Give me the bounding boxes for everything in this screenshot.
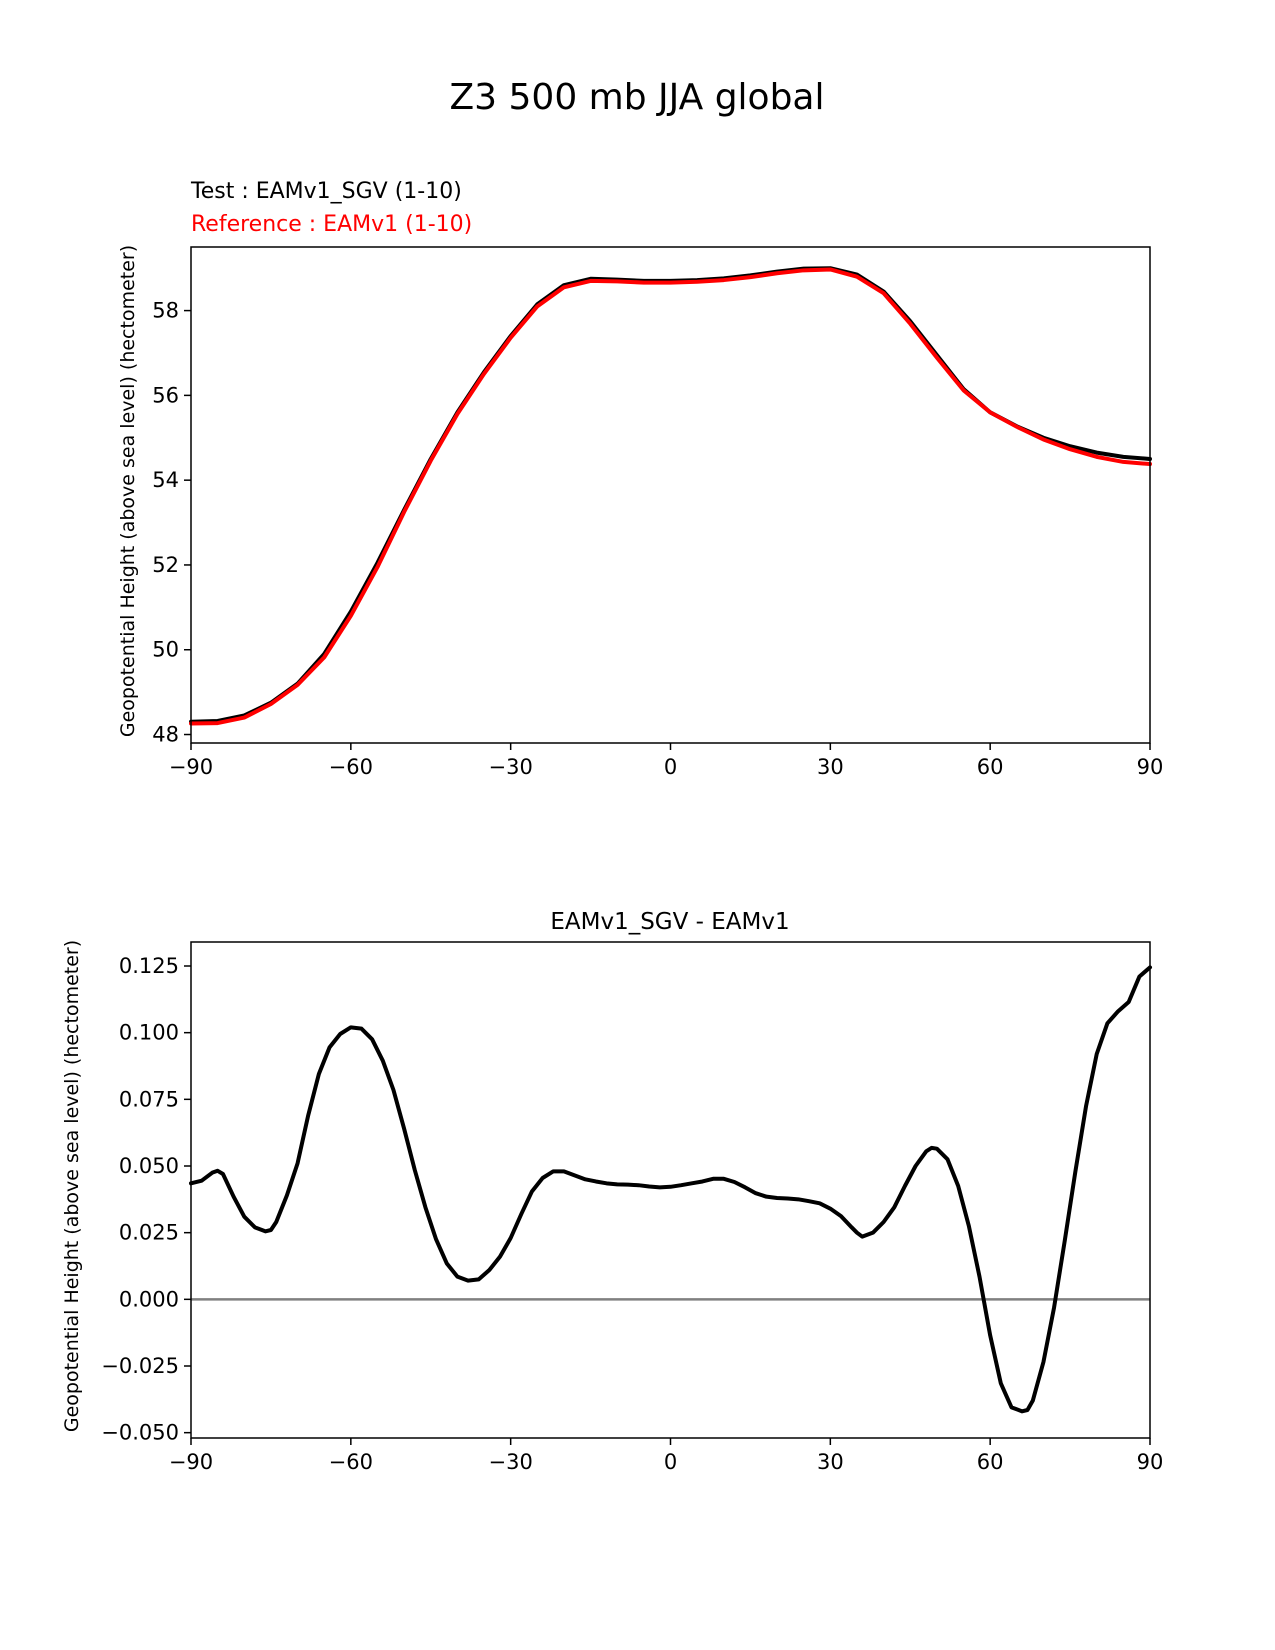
top-xtick-label: −30 — [489, 755, 533, 779]
bottom-ytick-label: −0.050 — [101, 1421, 179, 1445]
test-label: Test : EAMv1_SGV (1-10) — [190, 179, 462, 204]
bottom-ylabel: Geopotential Height (above sea level) (h… — [61, 940, 83, 1432]
bottom-ytick-label: 0.075 — [119, 1087, 179, 1111]
bottom-xtick-label: −30 — [489, 1450, 533, 1474]
top-ylabel: Geopotential Height (above sea level) (h… — [117, 245, 139, 737]
bottom-xtick-label: 90 — [1137, 1450, 1164, 1474]
bottom-panel: EAMv1_SGV - EAMv1 Geopotential Height (a… — [61, 909, 1163, 1474]
top-panel: Test : EAMv1_SGV (1-10) Reference : EAMv… — [117, 179, 1163, 779]
bottom-ytick-label: 0.025 — [119, 1221, 179, 1245]
top-xtick-label: −60 — [329, 755, 373, 779]
bottom-ytick-label: 0.000 — [119, 1287, 179, 1311]
bottom-ytick-label: 0.100 — [119, 1021, 179, 1045]
bottom-ticks: −90 −60 −30 0 30 60 90 −0.050 −0.025 0.000 0.025 0.… — [101, 954, 1163, 1474]
bottom-xtick-label: 0 — [664, 1450, 677, 1474]
top-ytick-label: 48 — [152, 723, 179, 747]
bottom-xtick-label: 30 — [817, 1450, 844, 1474]
top-plot-frame — [190, 246, 1151, 744]
top-xtick-label: −90 — [169, 755, 213, 779]
top-xtick-label: 0 — [664, 755, 677, 779]
top-series-reference-line — [189, 267, 1152, 726]
bottom-series-test-line — [189, 965, 1152, 1414]
bottom-title: EAMv1_SGV - EAMv1 — [550, 909, 789, 935]
top-xtick-label: 90 — [1137, 755, 1164, 779]
bottom-xtick-label: −90 — [169, 1450, 213, 1474]
bottom-ytick-label: 0.050 — [119, 1154, 179, 1178]
bottom-series — [189, 965, 1152, 1414]
bottom-ytick-label: 0.125 — [119, 954, 179, 978]
top-ytick-label: 52 — [152, 553, 179, 577]
top-series — [189, 266, 1152, 726]
bottom-xtick-label: −60 — [329, 1450, 373, 1474]
top-ytick-label: 56 — [152, 383, 179, 407]
top-ytick-label: 58 — [152, 299, 179, 323]
bottom-ytick-label: −0.025 — [101, 1354, 179, 1378]
top-xtick-label: 60 — [977, 755, 1004, 779]
bottom-xtick-label: 60 — [977, 1450, 1004, 1474]
top-xtick-label: 30 — [817, 755, 844, 779]
top-ytick-label: 50 — [152, 638, 179, 662]
bottom-plot-frame — [190, 941, 1151, 1439]
top-ytick-label: 54 — [152, 468, 179, 492]
top-ticks: −90 −60 −30 0 30 60 90 48 50 52 54 56 58 — [152, 299, 1163, 779]
figure-title: Z3 500 mb JJA global — [450, 77, 825, 118]
reference-label: Reference : EAMv1 (1-10) — [191, 212, 472, 237]
